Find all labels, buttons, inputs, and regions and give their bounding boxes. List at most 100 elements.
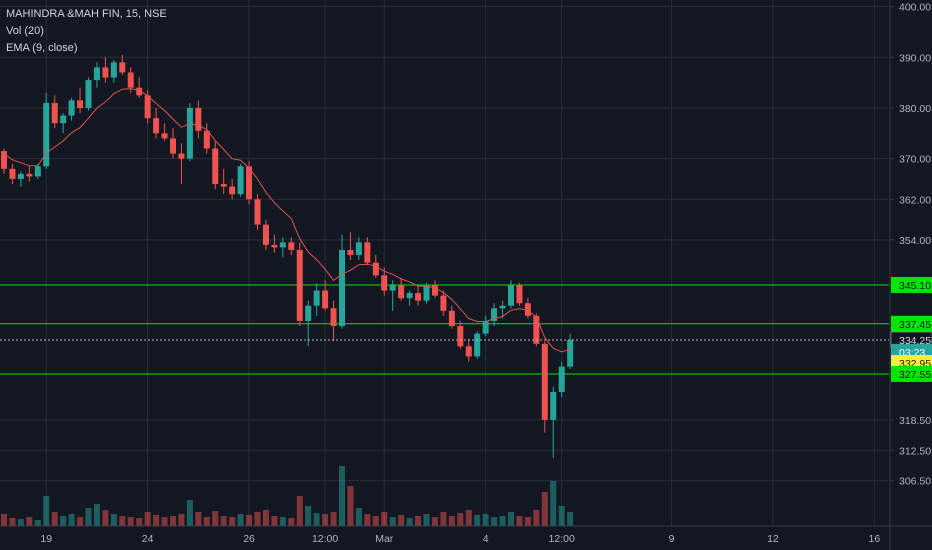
volume-bar [533,510,540,526]
volume-bar [415,516,422,526]
candle-body [77,100,84,108]
volume-bar [9,518,16,526]
price-tick-label: 400.00 [899,2,931,14]
volume-bar [144,512,151,526]
candle-body [110,62,117,78]
price-tag: 337.45 [891,315,932,332]
candle-body [516,285,523,304]
volume-bar [60,516,67,526]
candle-body [330,308,337,327]
candle-body [339,249,345,327]
candle-body [423,285,430,301]
volume-bar [398,515,405,526]
volume-bar [347,486,354,526]
volume-bar [186,500,193,526]
candle-body [34,166,41,177]
candle-body [491,308,498,321]
volume-bar [102,510,109,526]
candle-body [431,285,438,296]
price-tag-label: 345.10 [899,280,931,292]
volume-bar [491,517,498,526]
candle-body [17,173,24,179]
legend-volume[interactable]: Vol (20) [6,25,44,37]
volume-bar [119,516,126,526]
candle-body [364,242,371,263]
volume-bar [220,516,227,526]
volume-bar [465,510,472,526]
candle-body [474,333,481,357]
candle-body [448,310,455,327]
candle-body [355,242,362,256]
price-tick-label: 306.50 [899,476,931,488]
time-tick-label: 4 [483,533,489,545]
volume-bar [516,516,523,526]
candle-body [296,249,303,321]
volume-bar [195,512,202,526]
volume-bar [431,517,438,526]
time-tick-label: Mar [375,533,394,545]
candle-body [262,224,269,245]
volume-bar [288,518,295,526]
time-tick-label: 16 [869,533,881,545]
volume-bar [85,508,92,526]
chart-legend: MAHINDRA &MAH FIN, 15, NSE Vol (20) EMA … [6,6,167,57]
candle-body [229,186,236,195]
candle-body [381,275,388,291]
candle-body [195,107,202,131]
candle-body [186,107,193,159]
candle-body [440,295,447,311]
volume-bar [567,512,574,526]
volume-bar [26,517,33,526]
candle-body [398,285,405,299]
candle-body [372,262,379,276]
volume-bar [524,517,531,526]
volume-bar [389,517,396,526]
candle-body [153,118,160,134]
candle-body [406,293,413,299]
candle-body [465,346,472,357]
price-tag-label: 327.55 [899,369,931,381]
candle-body [203,130,210,149]
candle-body [68,100,75,116]
horizontal-lines[interactable] [0,284,889,375]
volume-bar [541,492,548,526]
time-tick-label: 19 [40,533,52,545]
candle-body [389,285,396,291]
price-tag: 345.10 [891,276,932,293]
volume-bar [313,513,320,526]
volume-bar [508,512,514,526]
candle-body [170,138,176,154]
volume-bar [178,514,185,526]
volume-bar [136,518,143,526]
legend-ema[interactable]: EMA (9, close) [6,42,78,54]
volume-bar [474,515,481,526]
candle-body [254,199,261,225]
candle-body [43,102,50,167]
price-tick-label: 318.50 [899,415,931,427]
volume-bar [423,514,430,526]
volume-bar [330,512,337,526]
volume-bar [296,496,303,526]
time-tick-label: 12:00 [549,533,575,545]
volume-bar [279,517,286,526]
volume-bar [246,515,253,526]
candle-body [558,366,565,392]
time-tick-label: 26 [243,533,255,545]
candle-body [212,148,219,185]
volume-bar [558,506,565,526]
candle-body [305,305,312,321]
volume-bar [381,512,388,526]
candle-body [237,166,244,195]
volume-bar [550,481,557,526]
legend-symbol[interactable]: MAHINDRA &MAH FIN, 15, NSE [6,8,167,20]
candle-body [322,290,329,309]
candle-body [415,293,422,301]
candle-body [9,168,16,179]
volume-bar [271,516,278,526]
price-tag-box [891,365,932,382]
volume-bar [34,520,41,526]
price-axis[interactable]: 400.00 390.00 380.00 370.00 362.00 354.00 318.… [889,0,931,550]
